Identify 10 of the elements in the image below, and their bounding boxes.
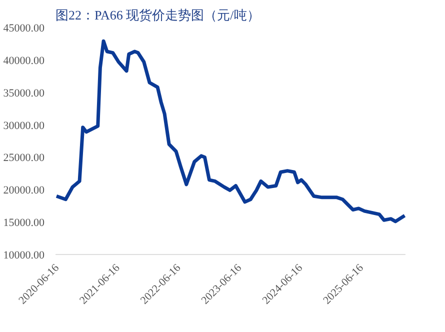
y-tick-label: 40000.00 [3,54,45,67]
y-tick-label: 10000.00 [3,250,45,262]
y-tick-label: 30000.00 [3,120,45,132]
y-tick-label: 35000.00 [3,87,45,100]
y-tick-label: 25000.00 [3,152,45,164]
y-tick-label: 20000.00 [3,184,45,197]
line-series [56,39,406,224]
y-tick-label: 15000.00 [3,217,45,230]
chart-title: 图22：PA66 现货价走势图（元/吨） [56,8,260,22]
y-tick-label: 45000.00 [3,22,45,34]
